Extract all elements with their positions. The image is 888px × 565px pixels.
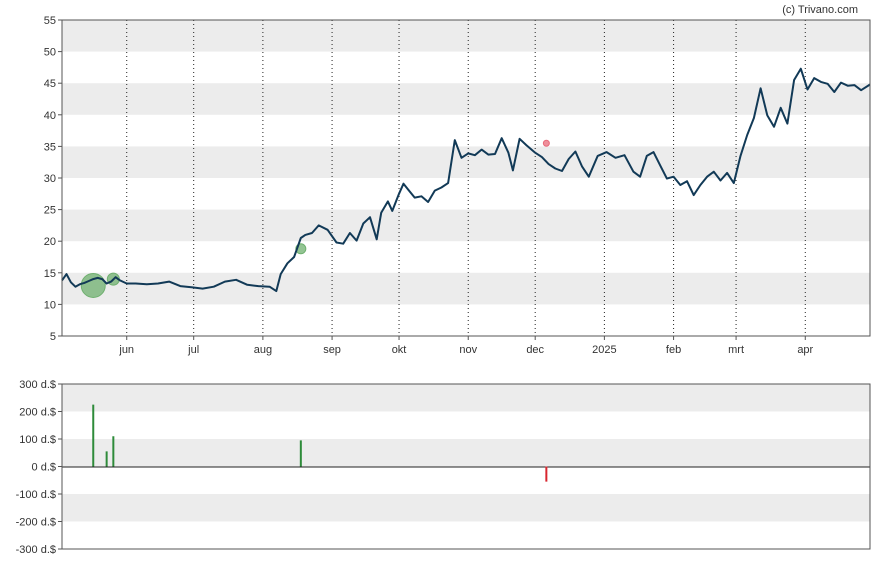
y-tick-label: 20: [44, 236, 56, 248]
sell-volume-bar: [545, 466, 548, 482]
price-series: [61, 67, 871, 293]
price-band: [62, 146, 870, 178]
volume-bars: [92, 404, 548, 482]
sell-marker: [542, 139, 550, 147]
price-bands: [62, 20, 870, 305]
y-tick-label: 35: [44, 141, 56, 153]
price-line: [61, 67, 871, 293]
price-y-axis: 5 10 15 20 25 30 35 40 45 50 55: [44, 15, 62, 343]
price-x-axis: jun jul aug sep okt nov dec 2025 feb mrt apr: [118, 336, 814, 356]
volume-band: [62, 494, 870, 522]
x-tick-label: 2025: [592, 344, 616, 356]
buy-volume-bar: [112, 436, 115, 467]
volume-panel: 300 d.$ 200 d.$ 100 d.$ 0 d.$ -100 d.$ -200 d…: [16, 379, 871, 556]
watermark: (c) Trivano.com: [782, 4, 858, 16]
x-tick-label: jun: [118, 344, 134, 356]
buy-volume-bar: [299, 440, 302, 467]
price-band: [62, 272, 870, 305]
x-tick-label: aug: [254, 344, 272, 356]
price-band: [62, 20, 870, 52]
y-tick-label: 25: [44, 205, 56, 217]
volume-y-tick-label: 100 d.$: [19, 434, 56, 446]
y-tick-label: 30: [44, 173, 56, 185]
x-tick-label: jul: [187, 344, 199, 356]
x-tick-label: dec: [526, 344, 544, 356]
x-tick-label: apr: [797, 344, 813, 356]
x-tick-label: sep: [323, 344, 341, 356]
volume-band: [62, 384, 870, 412]
volume-y-tick-label: 300 d.$: [19, 379, 56, 391]
y-tick-label: 10: [44, 299, 56, 311]
volume-y-axis: 300 d.$ 200 d.$ 100 d.$ 0 d.$ -100 d.$ -200 d…: [16, 379, 62, 556]
volume-y-tick-label: 200 d.$: [19, 407, 56, 419]
x-tick-label: feb: [666, 344, 681, 356]
x-tick-label: mrt: [728, 344, 744, 356]
x-tick-label: nov: [459, 344, 477, 356]
buy-marker: [80, 272, 106, 298]
price-month-gridlines: [126, 20, 806, 336]
y-tick-label: 55: [44, 15, 56, 27]
buy-volume-bar: [105, 451, 108, 467]
y-tick-label: 5: [50, 331, 56, 343]
volume-y-tick-label: -300 d.$: [16, 544, 56, 556]
price-band: [62, 209, 870, 242]
volume-y-tick-label: 0 d.$: [32, 462, 56, 474]
x-tick-label: okt: [392, 344, 407, 356]
buy-volume-bar: [92, 404, 95, 467]
price-panel-frame: [61, 19, 871, 337]
y-tick-label: 50: [44, 47, 56, 59]
y-tick-label: 40: [44, 110, 56, 122]
y-tick-label: 15: [44, 268, 56, 280]
volume-y-tick-label: -200 d.$: [16, 517, 56, 529]
volume-panel-frame: [61, 383, 871, 550]
y-tick-label: 45: [44, 78, 56, 90]
volume-bands: [62, 384, 870, 522]
volume-band: [62, 439, 870, 467]
price-band: [62, 83, 870, 115]
volume-y-tick-label: -100 d.$: [16, 489, 56, 501]
